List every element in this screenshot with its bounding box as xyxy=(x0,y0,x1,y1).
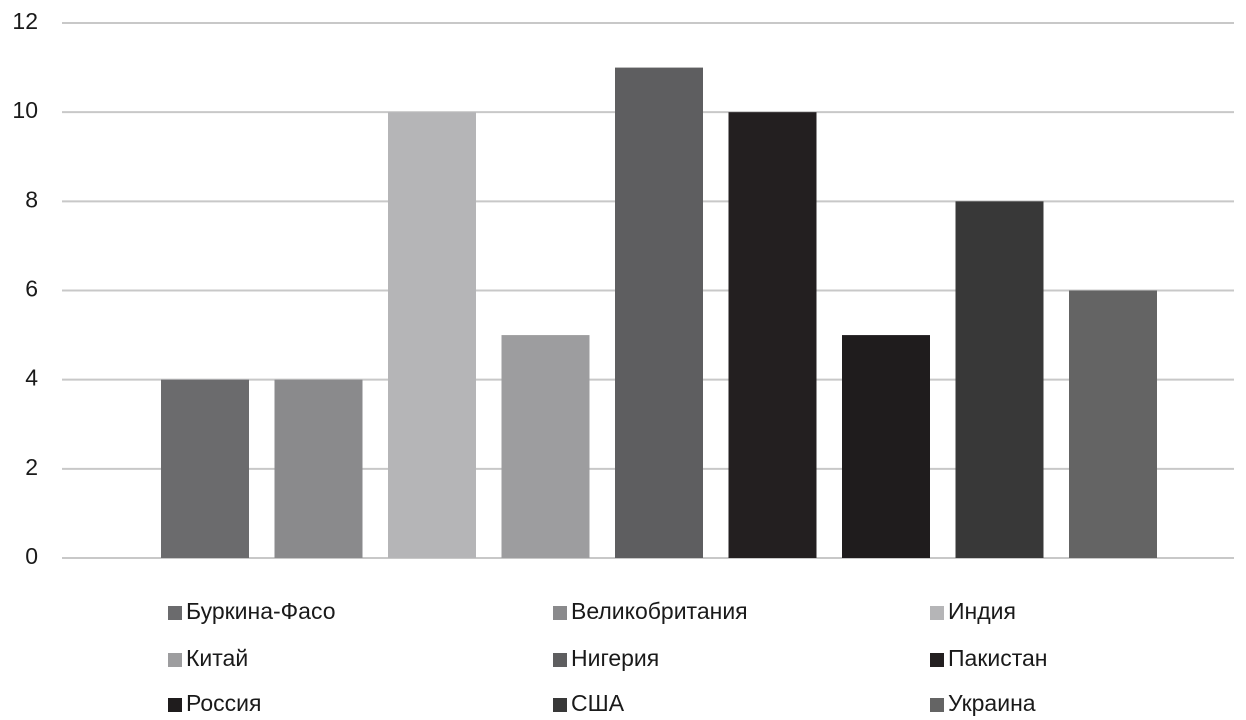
bar xyxy=(955,201,1044,559)
legend-swatch xyxy=(930,698,944,712)
legend-swatch xyxy=(168,653,182,667)
y-tick-label: 2 xyxy=(25,454,38,480)
y-tick-label: 0 xyxy=(25,543,38,569)
legend-swatch xyxy=(553,698,567,712)
legend-label: США xyxy=(571,690,625,716)
legend-label: Великобритания xyxy=(571,598,748,624)
y-tick-label: 4 xyxy=(25,365,38,391)
legend-swatch xyxy=(930,653,944,667)
y-tick-label: 6 xyxy=(25,276,38,302)
legend-label: Россия xyxy=(186,690,261,716)
legend-label: Индия xyxy=(948,598,1016,624)
legend-swatch xyxy=(168,698,182,712)
legend-label: Буркина-Фасо xyxy=(186,598,336,624)
legend-swatch xyxy=(930,606,944,620)
legend-label: Пакистан xyxy=(948,645,1048,671)
y-tick-label: 10 xyxy=(12,97,38,123)
bar xyxy=(161,379,249,558)
bar xyxy=(274,379,363,558)
legend-label: Украина xyxy=(948,690,1036,716)
bar xyxy=(615,67,703,558)
legend-swatch xyxy=(553,606,567,620)
bar xyxy=(388,112,476,559)
legend-label: Нигерия xyxy=(571,645,659,671)
legend-label: Китай xyxy=(186,645,248,671)
bar xyxy=(842,335,930,558)
legend-swatch xyxy=(553,653,567,667)
y-tick-label: 8 xyxy=(25,186,38,212)
legend-swatch xyxy=(168,606,182,620)
bar xyxy=(728,112,817,559)
bar xyxy=(1069,290,1157,558)
bar xyxy=(501,335,590,558)
y-tick-label: 12 xyxy=(12,8,38,34)
